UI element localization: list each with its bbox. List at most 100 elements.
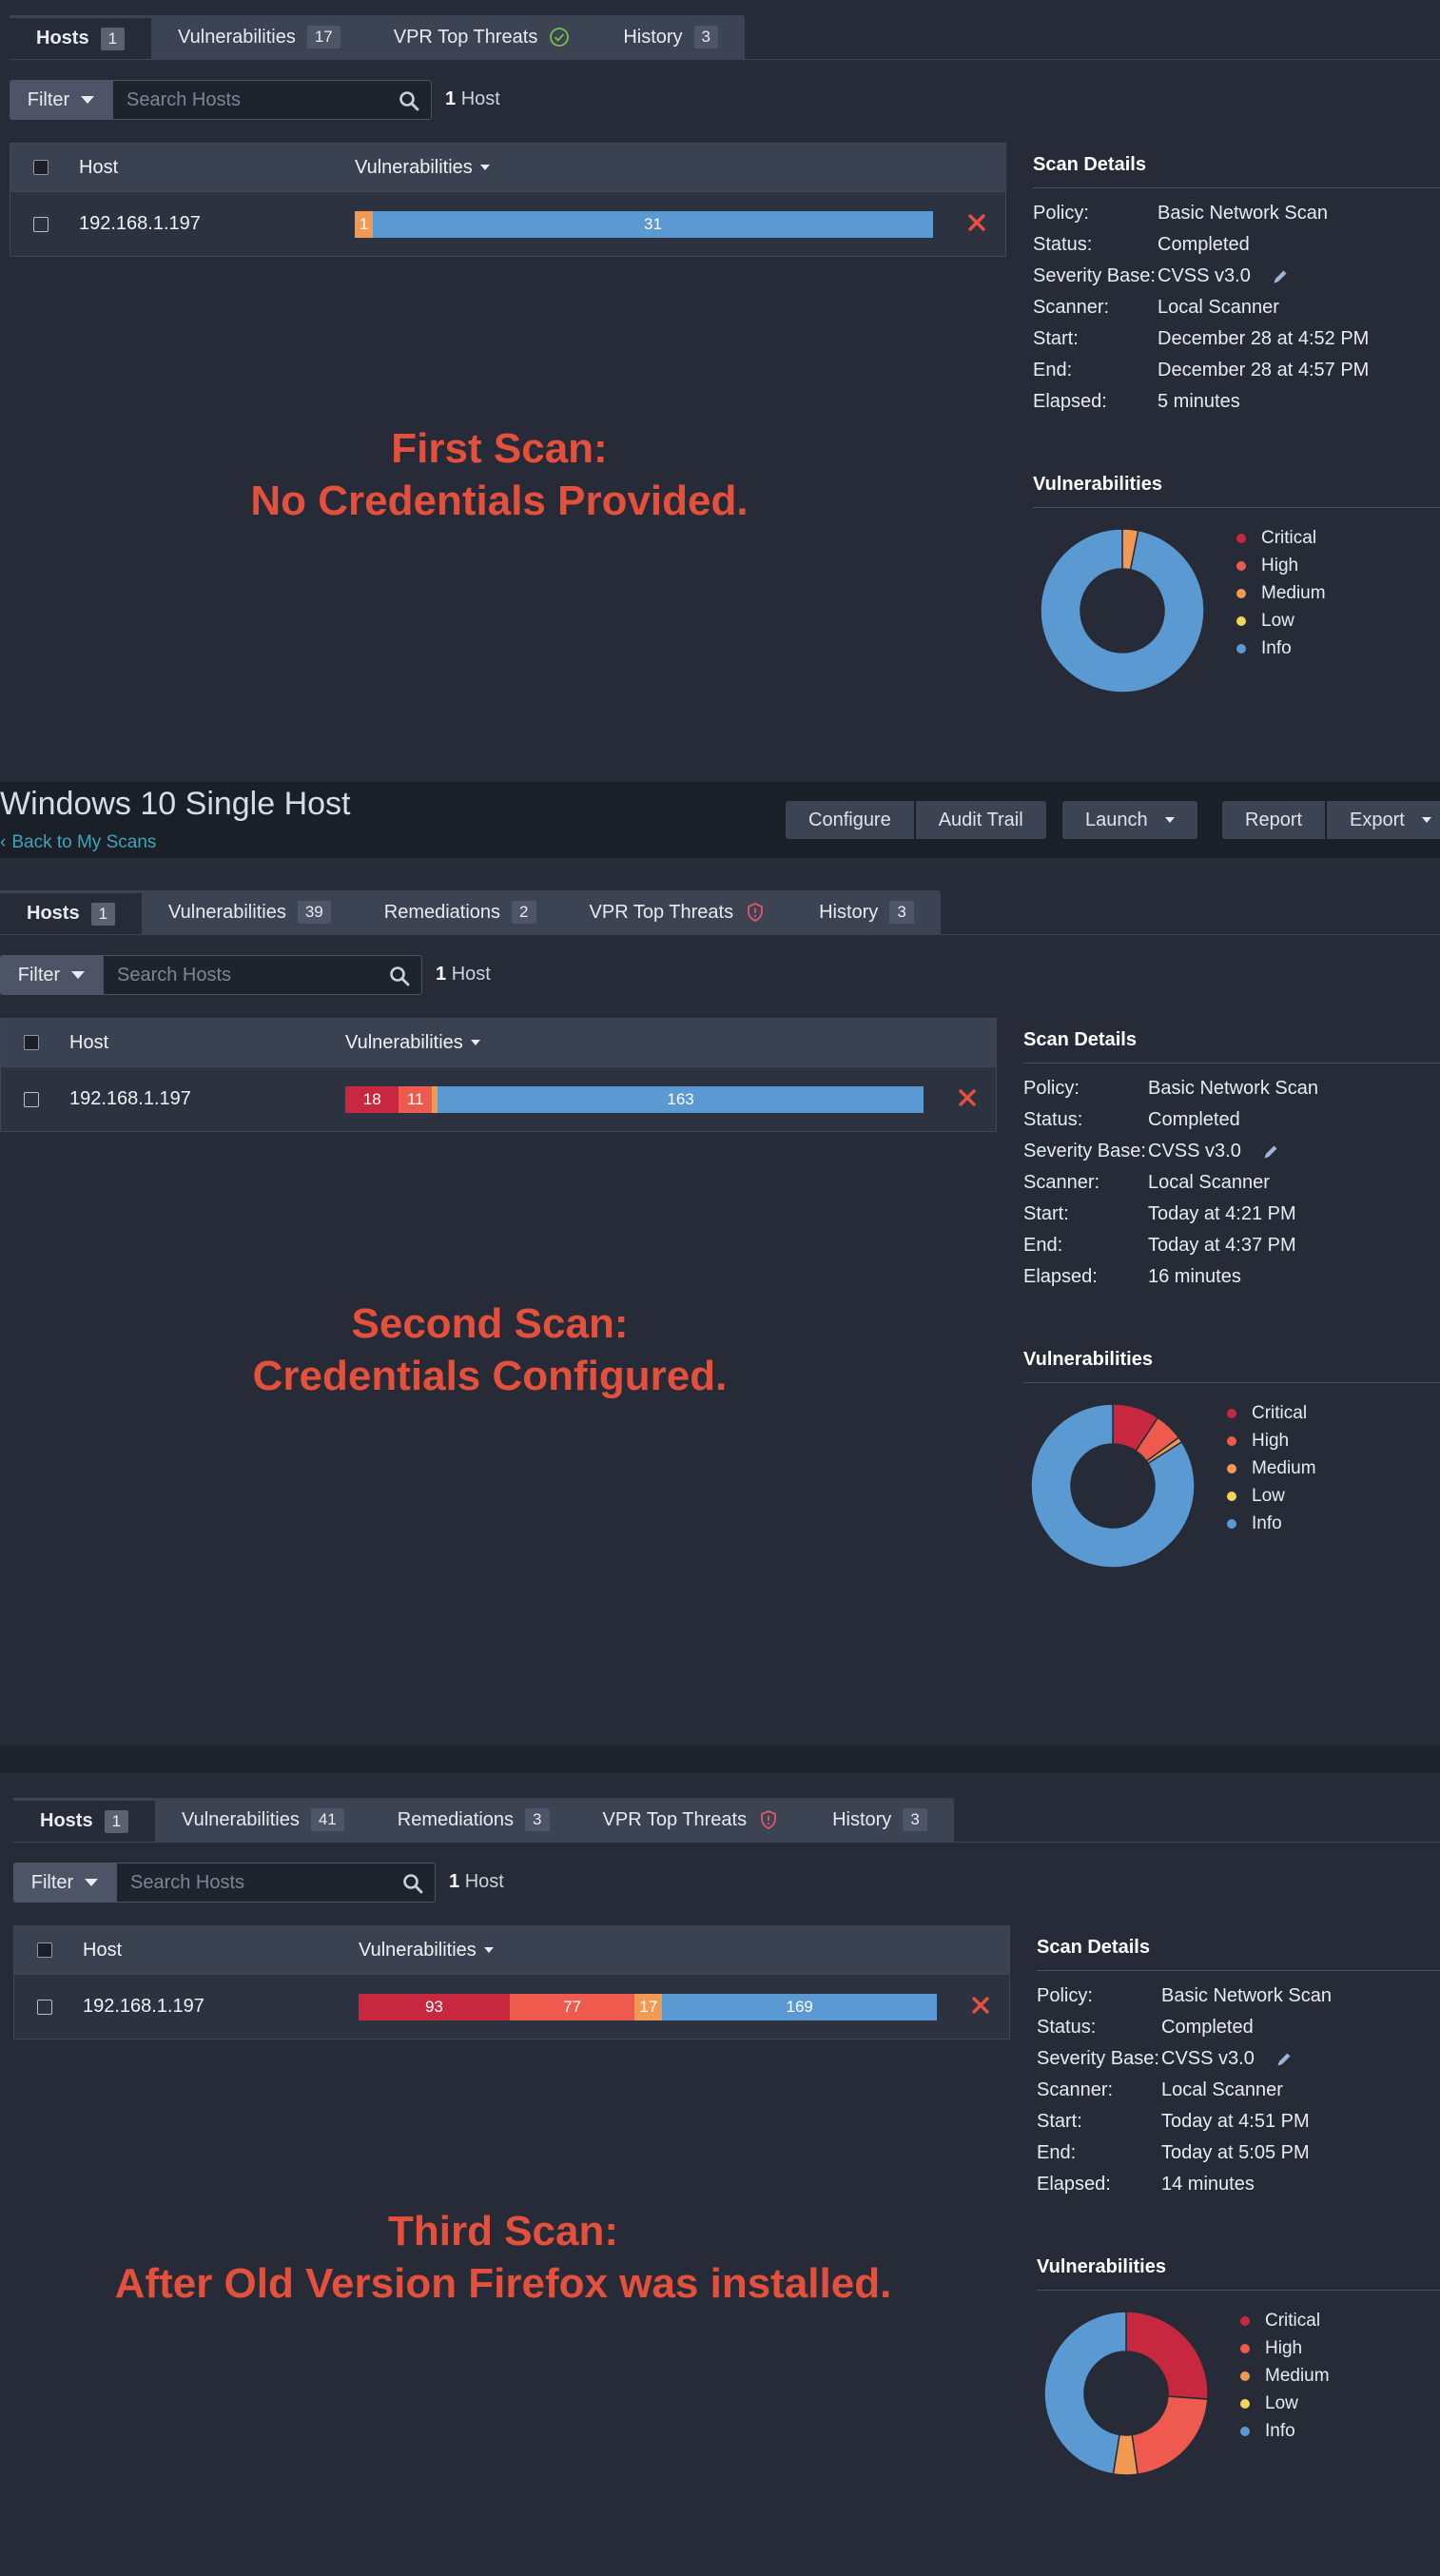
tab-remediations[interactable]: Remediations 2 [358,890,563,934]
column-host[interactable]: Host [79,156,119,178]
column-vulnerabilities[interactable]: Vulnerabilities [345,1032,480,1054]
tab-vulnerabilities[interactable]: Vulnerabilities 17 [151,15,367,59]
bar-segment-medium[interactable]: 1 [355,211,373,238]
audit-trail-button[interactable]: Audit Trail [915,801,1046,839]
vulnerability-bar[interactable]: 18 11 163 [345,1086,924,1113]
legend-item-info[interactable]: Info [1240,2417,1330,2445]
bar-segment-critical[interactable]: 93 [359,1994,510,2020]
host-count: 1 Host [436,964,491,985]
donut-slice-high[interactable] [1131,2395,1209,2475]
tab-vulnerabilities[interactable]: Vulnerabilities 41 [155,1798,371,1842]
tab-vulnerabilities[interactable]: Vulnerabilities 39 [142,890,358,934]
donut-slice-info[interactable] [1040,528,1205,693]
pencil-icon[interactable] [1272,268,1289,285]
search-icon[interactable] [402,1873,423,1894]
pencil-icon[interactable] [1275,2051,1293,2068]
legend-item-low[interactable]: Low [1236,607,1326,634]
launch-button[interactable]: Launch [1062,801,1197,839]
bar-segment-info[interactable]: 163 [438,1086,924,1113]
select-all-checkbox[interactable] [37,1942,52,1958]
bar-segment-info[interactable]: 169 [662,1994,937,2020]
legend-item-medium[interactable]: Medium [1236,579,1326,607]
filter-button[interactable]: Filter [13,1863,116,1903]
donut-slice-info[interactable] [1030,1403,1196,1569]
bar-segment-high[interactable]: 77 [509,1994,635,2020]
bar-segment-info[interactable]: 31 [373,211,933,238]
bar-segment-high[interactable]: 11 [399,1086,432,1113]
bar-segment-medium[interactable] [431,1086,438,1113]
page-title: Windows 10 Single Host [0,786,351,822]
table-row[interactable]: 192.168.1.197 18 11 163 [1,1066,996,1131]
back-to-my-scans-link[interactable]: ‹ Back to My Scans [0,832,157,852]
legend-item-low[interactable]: Low [1240,2390,1330,2417]
column-vulnerabilities[interactable]: Vulnerabilities [359,1940,494,1961]
filter-button[interactable]: Filter [10,80,112,120]
table-header: Host Vulnerabilities [1,1019,996,1066]
bar-segment-critical[interactable]: 18 [345,1086,399,1113]
legend-item-critical[interactable]: Critical [1227,1399,1316,1427]
remove-host-icon[interactable] [958,1088,977,1107]
select-all-checkbox[interactable] [24,1035,39,1050]
table-header: Host Vulnerabilities [14,1926,1009,1974]
bar-segment-medium[interactable]: 17 [634,1994,663,2020]
tab-history[interactable]: History 3 [806,1798,954,1842]
legend-item-medium[interactable]: Medium [1227,1454,1316,1482]
configure-button[interactable]: Configure [786,801,914,839]
legend-item-low[interactable]: Low [1227,1482,1316,1510]
remove-host-icon[interactable] [967,213,986,232]
scan-header-band [0,782,1440,858]
row-checkbox[interactable] [24,1091,39,1107]
launch-group: Launch [1062,801,1197,839]
table-row[interactable]: 192.168.1.197 1 31 [10,191,1005,256]
filter-button[interactable]: Filter [0,955,103,995]
tab-vpr-top-threats[interactable]: VPR Top Threats [563,890,793,934]
legend-item-critical[interactable]: Critical [1236,524,1326,552]
search-input[interactable]: Search Hosts [116,1863,436,1903]
scan-caption: Second Scan: Credentials Configured. [0,1298,989,1402]
legend-item-medium[interactable]: Medium [1240,2362,1330,2390]
tab-history[interactable]: History 3 [792,890,941,934]
select-all-checkbox[interactable] [33,160,49,175]
legend-dot [1236,615,1246,626]
legend-item-info[interactable]: Info [1236,634,1326,662]
column-vulnerabilities[interactable]: Vulnerabilities [355,157,490,179]
tab-vpr-top-threats[interactable]: VPR Top Threats [576,1798,807,1842]
configure-audit-group: Configure Audit Trail [786,801,1046,839]
tab-hosts[interactable]: Hosts 1 [0,890,143,934]
legend-item-high[interactable]: High [1227,1427,1316,1454]
search-input[interactable]: Search Hosts [112,80,432,120]
vulnerability-bar[interactable]: 1 31 [355,211,933,238]
legend-item-high[interactable]: High [1236,552,1326,579]
detail-status: Status: Completed [1023,1109,1240,1130]
donut-slice-critical[interactable] [1125,2311,1209,2400]
legend-item-high[interactable]: High [1240,2334,1330,2362]
host-ip[interactable]: 192.168.1.197 [83,1996,204,2017]
row-checkbox[interactable] [33,216,49,232]
donut-slice-info[interactable] [1043,2311,1127,2475]
report-button[interactable]: Report [1222,801,1326,839]
tab-hosts[interactable]: Hosts 1 [10,15,152,59]
search-icon[interactable] [389,966,410,986]
legend-item-info[interactable]: Info [1227,1510,1316,1537]
legend-dot [1227,1408,1236,1418]
remove-host-icon[interactable] [971,1996,990,2015]
legend-item-critical[interactable]: Critical [1240,2307,1330,2334]
detail-elapsed: Elapsed: 5 minutes [1033,391,1240,412]
tab-remediations[interactable]: Remediations 3 [371,1798,576,1842]
column-host[interactable]: Host [69,1031,109,1053]
tab-history[interactable]: History 3 [596,15,745,59]
vulnerability-bar[interactable]: 93 77 17 169 [359,1994,937,2020]
tab-bar: Hosts 1 Vulnerabilities 41 Remediations 3 VPR … [13,1798,954,1842]
column-host[interactable]: Host [83,1939,123,1961]
search-icon[interactable] [399,90,419,111]
tab-vpr-top-threats[interactable]: VPR Top Threats [367,15,597,59]
search-input[interactable]: Search Hosts [103,955,422,995]
host-ip[interactable]: 192.168.1.197 [79,213,201,234]
row-checkbox[interactable] [37,1999,52,2015]
pencil-icon[interactable] [1262,1143,1279,1161]
table-row[interactable]: 192.168.1.197 93 77 17 169 [14,1974,1009,2039]
legend-dot [1227,1518,1236,1529]
tab-hosts[interactable]: Hosts 1 [13,1798,156,1842]
host-ip[interactable]: 192.168.1.197 [69,1088,191,1109]
export-button[interactable]: Export [1327,801,1440,839]
